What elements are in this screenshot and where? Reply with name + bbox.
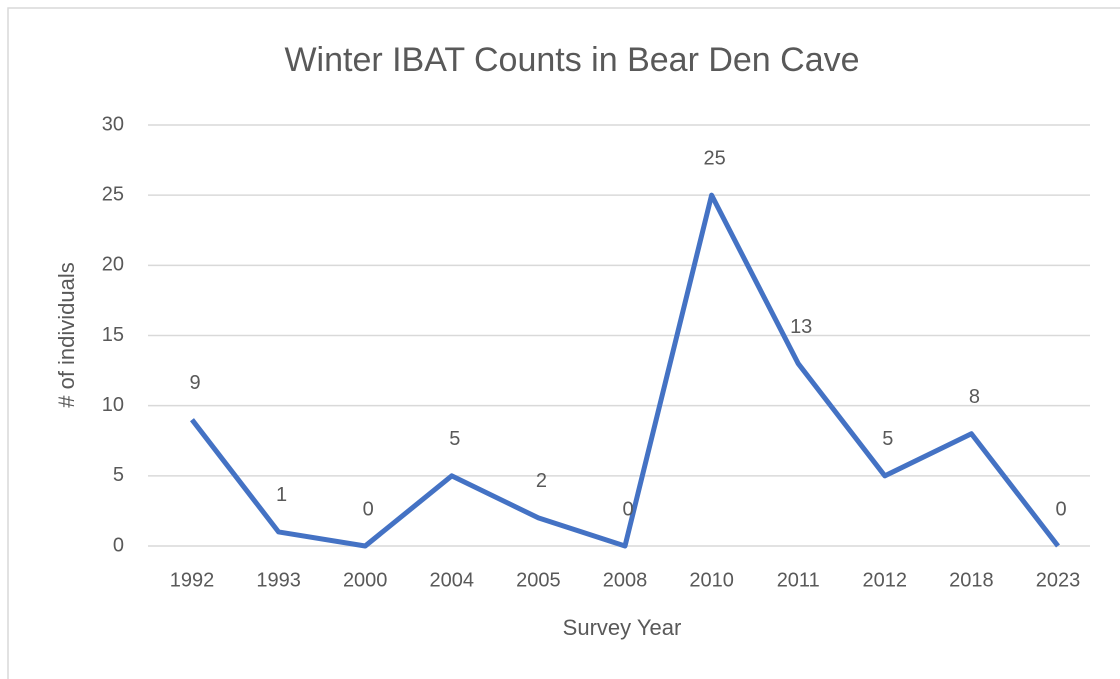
y-axis-title: # of individuals [54, 262, 79, 408]
data-label: 5 [882, 428, 893, 450]
data-label: 25 [703, 147, 725, 169]
data-label: 5 [449, 428, 460, 450]
data-label: 0 [1055, 498, 1066, 520]
chart-frame [7, 7, 1120, 679]
x-tick-label: 2005 [516, 569, 561, 591]
x-tick-label: 1992 [170, 569, 215, 591]
data-label: 8 [969, 386, 980, 408]
x-tick-label: 2008 [603, 569, 648, 591]
chart-title: Winter IBAT Counts in Bear Den Cave [284, 41, 859, 79]
y-tick-label: 20 [102, 254, 124, 276]
data-label: 13 [790, 316, 812, 338]
x-axis-title: Survey Year [563, 615, 682, 640]
x-tick-label: 1993 [256, 569, 301, 591]
line-series [190, 192, 1060, 549]
y-tick-label: 5 [113, 464, 124, 486]
x-tick-label: 2018 [949, 569, 994, 591]
x-tick-label: 2010 [689, 569, 734, 591]
x-tick-label: 2000 [343, 569, 388, 591]
data-label: 1 [276, 484, 287, 506]
x-tick-label: 2004 [430, 569, 475, 591]
y-tick-label: 25 [102, 183, 124, 205]
data-label: 0 [622, 498, 633, 520]
data-label: 0 [363, 498, 374, 520]
data-label: 9 [189, 372, 200, 394]
data-label: 2 [536, 470, 547, 492]
x-tick-label: 2012 [863, 569, 908, 591]
y-tick-label: 10 [102, 394, 124, 416]
y-tick-label: 30 [102, 113, 124, 135]
y-tick-label: 0 [113, 534, 124, 556]
y-tick-label: 15 [102, 324, 124, 346]
x-tick-label: 2011 [777, 569, 820, 591]
x-tick-label: 2023 [1036, 569, 1081, 591]
